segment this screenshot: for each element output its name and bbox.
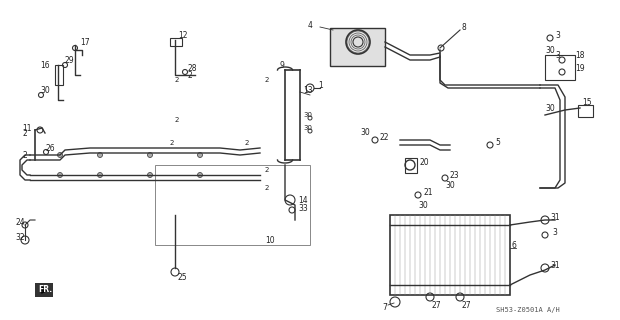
Bar <box>330 28 385 66</box>
Text: 2: 2 <box>22 129 27 138</box>
Text: 32: 32 <box>15 233 25 242</box>
Text: 22: 22 <box>380 132 389 141</box>
Text: 2: 2 <box>265 77 269 83</box>
Text: 3: 3 <box>555 30 560 39</box>
Text: 30: 30 <box>445 180 454 189</box>
Text: 24: 24 <box>15 218 25 227</box>
Text: 31: 31 <box>550 260 560 269</box>
Text: 19: 19 <box>575 63 585 73</box>
Text: 15: 15 <box>582 98 591 107</box>
Text: 30: 30 <box>545 103 555 113</box>
Text: 21: 21 <box>424 188 433 196</box>
Text: 8: 8 <box>462 22 467 31</box>
Text: 7: 7 <box>382 302 387 311</box>
Text: 30: 30 <box>40 85 50 94</box>
Bar <box>578 105 593 117</box>
Circle shape <box>58 172 63 178</box>
Text: 17: 17 <box>80 37 90 46</box>
Bar <box>390 215 510 295</box>
Text: 9: 9 <box>280 60 285 69</box>
Circle shape <box>58 153 63 157</box>
Text: 5: 5 <box>495 138 500 147</box>
Circle shape <box>97 153 102 157</box>
Text: 11: 11 <box>22 124 32 132</box>
Bar <box>545 55 575 80</box>
Text: 31: 31 <box>550 212 560 221</box>
Text: 2: 2 <box>175 117 179 123</box>
Circle shape <box>148 153 153 157</box>
Text: 28: 28 <box>188 63 198 73</box>
Text: 3: 3 <box>555 51 560 60</box>
Text: 2: 2 <box>22 150 27 159</box>
Text: 27: 27 <box>432 300 441 309</box>
Circle shape <box>148 172 153 178</box>
Text: 2: 2 <box>265 167 269 173</box>
Text: 30: 30 <box>360 127 370 137</box>
Text: 1: 1 <box>318 81 323 90</box>
Text: 16: 16 <box>40 60 50 69</box>
Text: 30: 30 <box>418 201 428 210</box>
Text: SH53-Z0501A A/H: SH53-Z0501A A/H <box>496 307 560 313</box>
Text: 25: 25 <box>178 274 188 283</box>
Text: 2: 2 <box>245 140 249 146</box>
Text: 30: 30 <box>303 125 312 131</box>
Circle shape <box>198 153 203 157</box>
Text: 33: 33 <box>298 204 308 212</box>
Text: 27: 27 <box>462 300 472 309</box>
Text: 29: 29 <box>64 55 74 65</box>
Text: 2: 2 <box>175 77 179 83</box>
Bar <box>170 38 182 46</box>
Text: 26: 26 <box>45 143 55 153</box>
Bar <box>55 65 63 85</box>
Bar <box>155 165 310 245</box>
Bar <box>35 283 53 297</box>
Text: 2: 2 <box>265 185 269 191</box>
Text: 2: 2 <box>188 70 193 79</box>
Text: 6: 6 <box>512 241 517 250</box>
Text: 23: 23 <box>450 171 459 180</box>
Text: 2: 2 <box>170 140 174 146</box>
Text: 4: 4 <box>308 20 313 29</box>
Text: 14: 14 <box>298 196 308 204</box>
Text: 30: 30 <box>303 112 312 118</box>
Text: 12: 12 <box>178 30 187 39</box>
Text: 13: 13 <box>303 85 312 94</box>
Text: 18: 18 <box>575 51 585 60</box>
Text: 10: 10 <box>265 236 275 244</box>
Bar <box>405 158 417 173</box>
Circle shape <box>198 172 203 178</box>
Text: 3: 3 <box>552 228 557 236</box>
Circle shape <box>97 172 102 178</box>
Text: 30: 30 <box>545 45 555 54</box>
Text: FR.: FR. <box>38 285 52 294</box>
Text: 20: 20 <box>420 157 430 166</box>
